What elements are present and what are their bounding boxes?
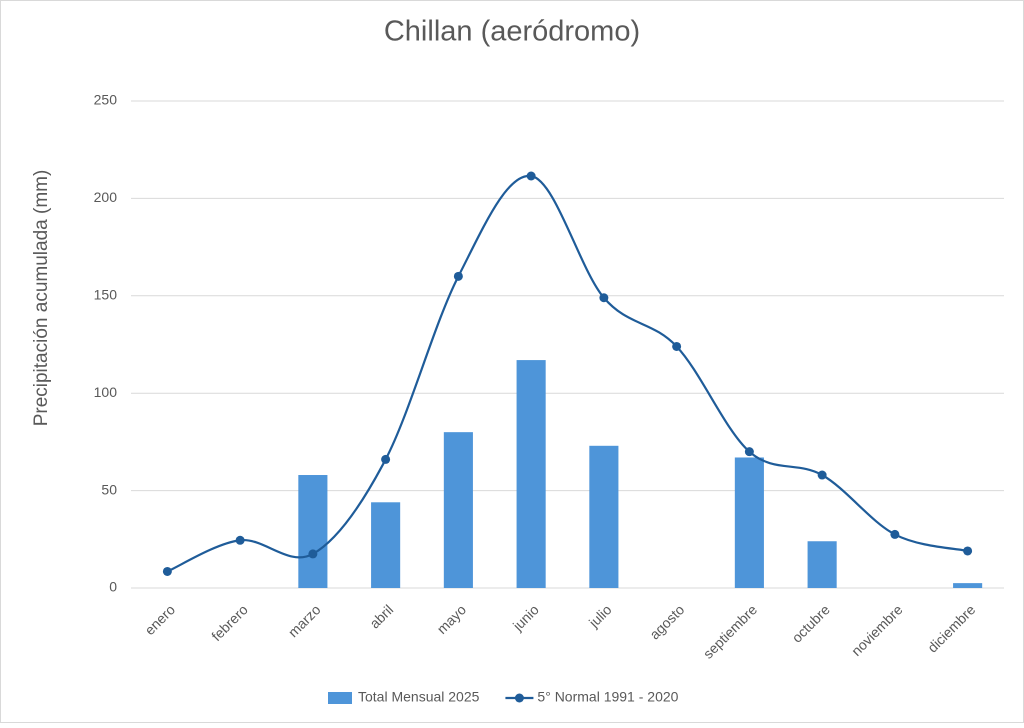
line-marker — [381, 454, 391, 464]
bar — [734, 457, 764, 588]
bar — [371, 502, 401, 588]
bar — [953, 583, 983, 588]
y-tick-label: 250 — [94, 92, 118, 108]
chart-title: Chillan (aeródromo) — [384, 16, 640, 48]
y-tick-label: 150 — [94, 287, 118, 303]
y-tick-label: 50 — [101, 481, 117, 497]
legend-label: 5° Normal 1991 - 2020 — [537, 689, 678, 705]
legend-swatch — [514, 693, 524, 703]
line-marker — [235, 535, 245, 545]
line-marker — [963, 546, 973, 556]
y-tick-label: 200 — [94, 189, 118, 205]
y-tick-label: 0 — [109, 579, 117, 595]
line-marker — [453, 271, 463, 281]
y-tick-label: 100 — [94, 384, 118, 400]
line-marker — [526, 171, 536, 181]
line-marker — [672, 341, 682, 351]
bar — [807, 541, 837, 588]
bar — [589, 445, 619, 588]
legend-swatch — [328, 692, 352, 704]
line-marker — [162, 566, 172, 576]
line-marker — [890, 529, 900, 539]
legend-label: Total Mensual 2025 — [358, 689, 480, 705]
line-marker — [599, 293, 609, 303]
bar — [516, 360, 546, 588]
line-marker — [744, 447, 754, 457]
line-marker — [308, 549, 318, 559]
y-axis-title: Precipitación acumulada (mm) — [31, 170, 52, 427]
bar — [298, 475, 328, 588]
bar — [443, 432, 473, 588]
line-marker — [817, 470, 827, 480]
